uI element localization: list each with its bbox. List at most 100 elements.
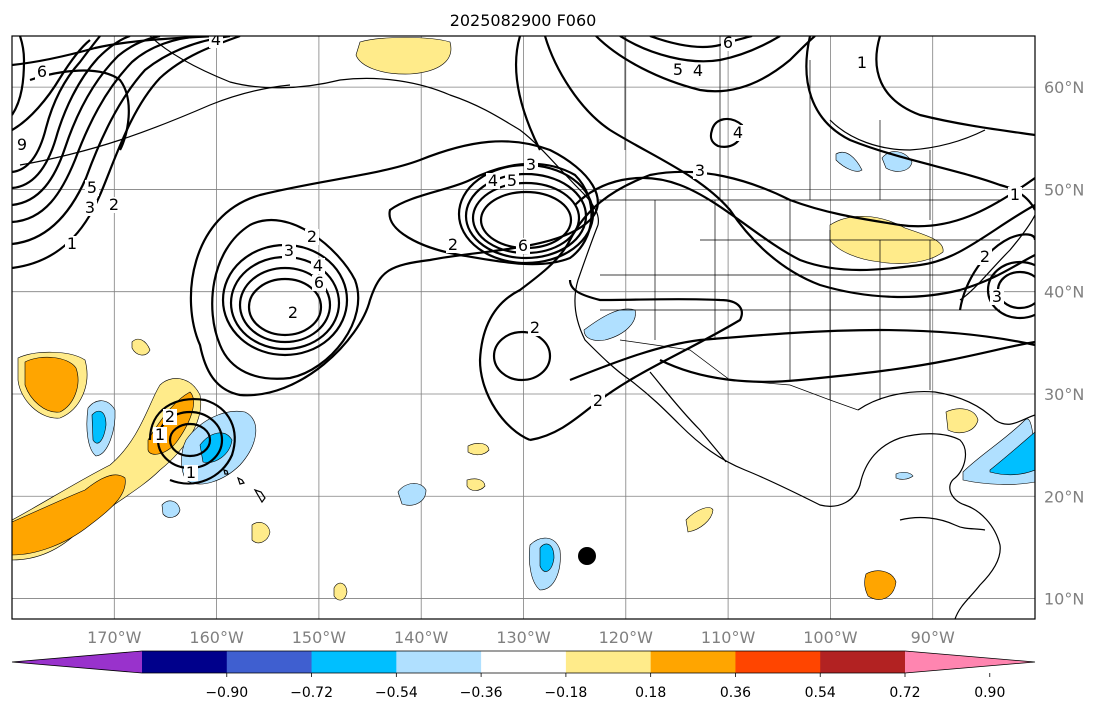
contour-label-bg bbox=[671, 62, 685, 78]
border-provinces bbox=[719, 36, 931, 220]
contour-label: 9 bbox=[17, 135, 27, 154]
contour-label-bg bbox=[446, 237, 460, 253]
contour-label-bg bbox=[516, 238, 530, 254]
shade-positive-light bbox=[466, 478, 486, 491]
borders bbox=[598, 36, 1000, 411]
colorbar-tick-label: −0.72 bbox=[290, 685, 333, 701]
colorbar-extend-low bbox=[12, 651, 142, 673]
shade-negative-light bbox=[583, 308, 636, 341]
contour-ring bbox=[986, 260, 1035, 320]
contour-label: 2 bbox=[530, 318, 540, 337]
contour-line bbox=[709, 117, 744, 148]
contour-label: 5 bbox=[87, 178, 97, 197]
contour-line bbox=[12, 36, 216, 67]
contour-line bbox=[478, 170, 1035, 442]
map-title: 2025082900 F060 bbox=[450, 11, 597, 30]
contour-label-bg bbox=[184, 465, 198, 481]
contour-label-bg bbox=[282, 243, 296, 259]
map-frame bbox=[11, 35, 1036, 620]
contour-label: 2 bbox=[593, 391, 603, 410]
contour-label: 4 bbox=[693, 61, 703, 80]
contour-label-bg bbox=[978, 249, 992, 265]
lon-tick-label: 100°W bbox=[803, 628, 858, 647]
lon-tick-label: 160°W bbox=[189, 628, 244, 647]
lon-tick-label: 130°W bbox=[496, 628, 551, 647]
contour-label-bg bbox=[163, 409, 177, 425]
contour-line bbox=[12, 36, 161, 207]
contour-label: 1 bbox=[857, 53, 867, 72]
shade-positive-light bbox=[333, 582, 348, 601]
contour-label: 2 bbox=[165, 407, 175, 426]
shade-negative-light bbox=[161, 500, 181, 518]
contour-label-bg bbox=[731, 125, 745, 141]
shade-negative-light bbox=[895, 471, 914, 480]
contour-line bbox=[569, 328, 1035, 382]
border-us-mexico bbox=[619, 339, 859, 411]
location-marker bbox=[578, 547, 596, 565]
lat-tick-label: 60°N bbox=[1044, 78, 1084, 97]
contour-label-bg bbox=[693, 163, 707, 179]
lon-tick-label: 110°W bbox=[701, 628, 756, 647]
contour-line bbox=[189, 140, 599, 397]
contour-label-bg bbox=[721, 36, 735, 51]
contour-label-bg bbox=[209, 36, 223, 48]
contour-label: 2 bbox=[109, 195, 119, 214]
contour-line bbox=[659, 340, 1035, 383]
shade-positive-light bbox=[467, 443, 490, 456]
contour-line bbox=[958, 233, 1035, 311]
contour-label-bg bbox=[65, 236, 79, 252]
contour-label-bg bbox=[312, 275, 326, 291]
contour-line bbox=[148, 397, 236, 485]
lon-tick-label: 150°W bbox=[292, 628, 347, 647]
contour-label: 3 bbox=[695, 161, 705, 180]
contour-label-bg bbox=[691, 63, 705, 79]
coast-islands bbox=[223, 469, 266, 504]
contour-ring bbox=[238, 266, 332, 344]
shade-positive-light bbox=[685, 507, 714, 533]
contour-label-bg bbox=[855, 55, 869, 71]
colorbar bbox=[11, 650, 1036, 674]
contour-ring bbox=[168, 422, 212, 458]
colorbar-segment bbox=[311, 651, 397, 673]
contour-label-bg bbox=[505, 173, 519, 189]
contour-label: 6 bbox=[723, 33, 733, 52]
contour-label-bg bbox=[311, 258, 325, 274]
contour-label: 1 bbox=[155, 425, 165, 444]
contour-label: 6 bbox=[314, 273, 324, 292]
contour-label-bg bbox=[286, 305, 300, 321]
coast-aleutian bbox=[19, 84, 291, 166]
contour-line bbox=[29, 69, 130, 151]
contour-line bbox=[12, 39, 91, 131]
shade-negative-medium bbox=[989, 431, 1035, 476]
contour-label-bg bbox=[85, 180, 99, 196]
coast-north-america bbox=[574, 224, 1001, 619]
colorbar-tick-label: −0.36 bbox=[460, 685, 503, 701]
contour-line bbox=[574, 176, 1035, 272]
shade-negative-light bbox=[397, 483, 427, 506]
contour-label: 1 bbox=[186, 463, 196, 482]
shade-positive-light bbox=[131, 338, 151, 356]
contour-label-bg bbox=[15, 137, 29, 153]
colorbar-extend-high bbox=[905, 651, 1035, 673]
contour-label: 3 bbox=[85, 198, 95, 217]
contour-label: 5 bbox=[673, 60, 683, 79]
lat-tick-label: 50°N bbox=[1044, 180, 1084, 199]
colorbar-ticks: −0.90 −0.72 −0.54 −0.36 −0.18 0.18 0.36 0.54 0.7… bbox=[205, 673, 1005, 701]
lat-tick-label: 40°N bbox=[1044, 283, 1084, 302]
colorbar-tick-label: −0.18 bbox=[544, 685, 587, 701]
shade-positive-medium bbox=[12, 474, 126, 556]
shade-positive-light bbox=[251, 522, 271, 544]
contour-line bbox=[543, 36, 1035, 299]
contour-label: 6 bbox=[37, 62, 47, 81]
contour-label: 1 bbox=[1010, 185, 1020, 204]
lon-tick-label: 170°W bbox=[87, 628, 142, 647]
contour-line bbox=[875, 36, 1035, 137]
latitude-ticks: 60°N 50°N 40°N 30°N 20°N 10°N bbox=[1044, 78, 1084, 608]
contour-label-bg bbox=[83, 200, 97, 216]
contour-label: 2 bbox=[448, 235, 458, 254]
contour-ring bbox=[492, 330, 552, 382]
colorbar-segment bbox=[396, 651, 482, 673]
contour-label: 4 bbox=[733, 123, 743, 142]
shade-positive-light bbox=[945, 408, 979, 433]
